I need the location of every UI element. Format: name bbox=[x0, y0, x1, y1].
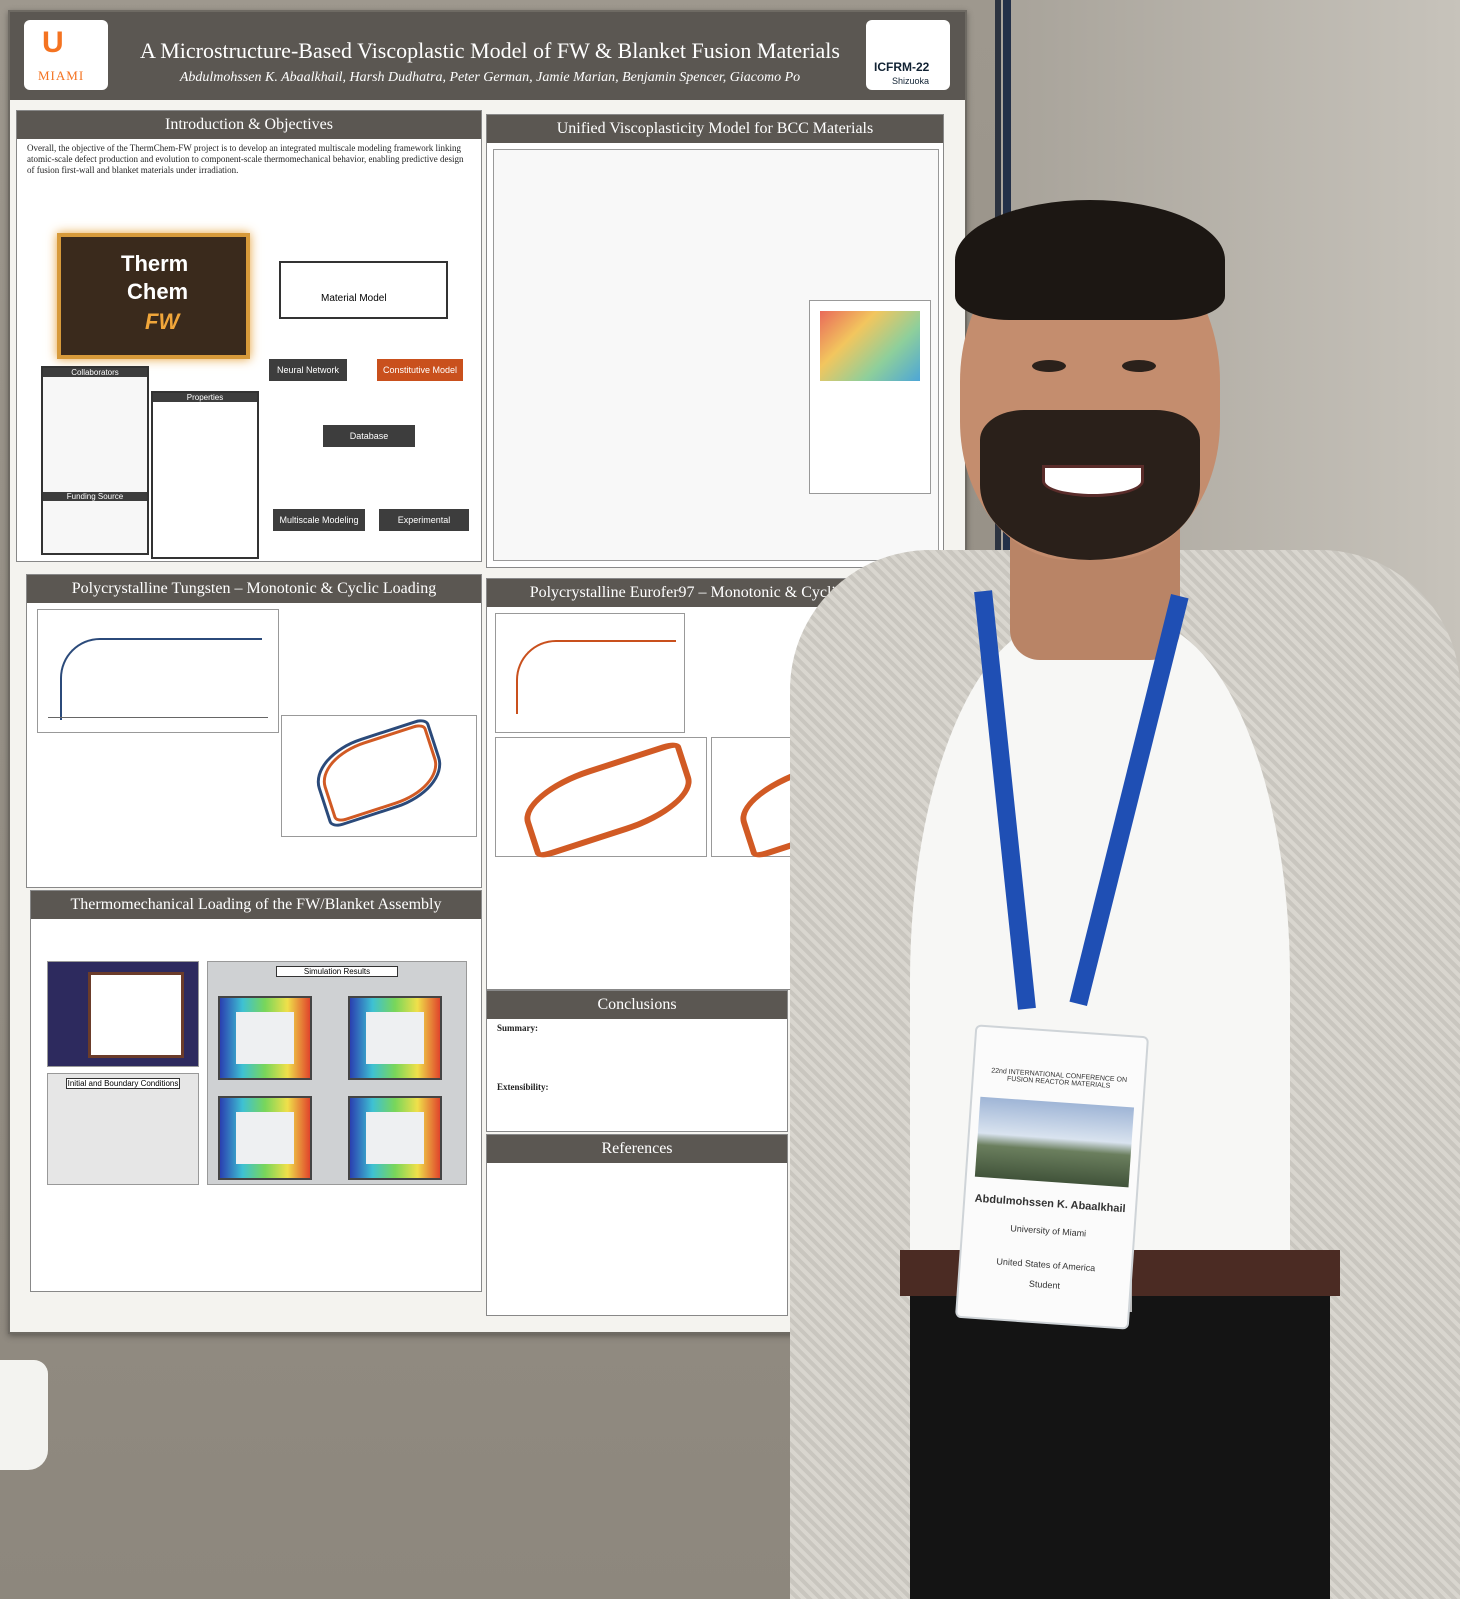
poster-authors: Abdulmohssen K. Abaalkhail, Harsh Dudhat… bbox=[179, 70, 801, 85]
unified-plot-heatmap bbox=[820, 311, 920, 381]
tungsten-monotonic-chart bbox=[37, 609, 279, 733]
boundary-conditions-label: Initial and Boundary Conditions bbox=[66, 1078, 180, 1089]
collaborators-panel: Collaborators Funding Source bbox=[41, 366, 149, 555]
hair bbox=[955, 200, 1225, 320]
badge-affiliation: University of Miami bbox=[1009, 1223, 1087, 1239]
displacement-heatmap bbox=[348, 996, 442, 1080]
funding-source-label: Funding Source bbox=[43, 492, 147, 501]
miami-logo: U MIAMI bbox=[24, 20, 108, 90]
badge-mountain-photo bbox=[974, 1096, 1135, 1188]
thermchem-logo-line3: FW bbox=[145, 309, 180, 334]
eurofer-cyclic-chart-1 bbox=[495, 737, 707, 861]
thermchem-logo-line2: Chem bbox=[127, 279, 189, 304]
section-unified-model-heading: Unified Viscoplasticity Model for BCC Ma… bbox=[487, 115, 943, 143]
properties-label: Properties bbox=[153, 393, 257, 402]
badge-name: Abdulmohssen K. Abaalkhail bbox=[974, 1192, 1126, 1216]
black-trousers bbox=[910, 1280, 1330, 1599]
properties-panel: Properties bbox=[151, 391, 259, 559]
intro-text: Overall, the objective of the ThermChem-… bbox=[27, 143, 464, 175]
badge-country: United States of America bbox=[996, 1256, 1096, 1274]
section-tungsten-heading: Polycrystalline Tungsten – Monotonic & C… bbox=[27, 575, 481, 603]
moose-material-model-box: Material Model bbox=[279, 261, 448, 319]
thermchem-logo-line1: Therm bbox=[121, 251, 189, 276]
badge-role: Student bbox=[1028, 1278, 1061, 1291]
tungsten-curve bbox=[60, 638, 262, 720]
conclusions-summary-label: Summary: bbox=[497, 1023, 538, 1033]
poster-title: A Microstructure-Based Viscoplastic Mode… bbox=[140, 38, 840, 63]
flow-box-neural-network: Neural Network bbox=[269, 359, 347, 381]
tungsten-axis bbox=[48, 717, 268, 718]
section-introduction: Introduction & Objectives Overall, the o… bbox=[16, 110, 482, 562]
smile bbox=[1042, 465, 1144, 497]
section-conclusions-heading: Conclusions bbox=[487, 991, 787, 1019]
section-thermomechanical-heading: Thermomechanical Loading of the FW/Blank… bbox=[31, 891, 481, 919]
poster-header: U MIAMI A Microstructure-Based Viscoplas… bbox=[10, 12, 965, 100]
section-unified-model: Unified Viscoplasticity Model for BCC Ma… bbox=[486, 114, 944, 568]
section-references: References bbox=[486, 1134, 788, 1316]
conclusions-extensibility-label: Extensibility: bbox=[497, 1082, 549, 1092]
tungsten-loop-blue bbox=[307, 716, 451, 830]
icfrm-logo-text: ICFRM-22 bbox=[874, 60, 930, 74]
simulation-results-panel: Simulation Results bbox=[207, 961, 467, 1185]
left-eye bbox=[1032, 360, 1066, 372]
name-badge: 22nd INTERNATIONAL CONFERENCE ON FUSION … bbox=[954, 1024, 1150, 1330]
flow-box-experimental: Experimental bbox=[379, 509, 469, 531]
paper-cup bbox=[0, 1360, 48, 1470]
temperature-heatmap bbox=[218, 996, 312, 1080]
thermchem-logo: Therm Chem FW bbox=[57, 233, 250, 359]
fw-blanket-inner bbox=[88, 972, 184, 1058]
icfrm-logo-sub: Shizuoka bbox=[892, 76, 930, 86]
section-thermomechanical: Thermomechanical Loading of the FW/Blank… bbox=[30, 890, 482, 1292]
section-introduction-heading: Introduction & Objectives bbox=[17, 111, 481, 139]
plastic-strain-heatmap bbox=[348, 1096, 442, 1180]
icfrm-logo: ICFRM-22 Shizuoka bbox=[866, 20, 950, 90]
unified-model-plot bbox=[809, 300, 931, 494]
badge-conference: 22nd INTERNATIONAL CONFERENCE ON FUSION … bbox=[990, 1067, 1128, 1090]
boundary-conditions-panel: Initial and Boundary Conditions bbox=[47, 1073, 199, 1185]
miami-logo-mark: U bbox=[42, 26, 64, 59]
fw-blanket-geometry bbox=[47, 961, 199, 1067]
section-tungsten: Polycrystalline Tungsten – Monotonic & C… bbox=[26, 574, 482, 888]
moose-material-model-label: Material Model bbox=[321, 293, 387, 304]
miami-logo-text: MIAMI bbox=[38, 68, 85, 83]
right-eye bbox=[1122, 360, 1156, 372]
section-conclusions: Conclusions Summary: Extensibility: bbox=[486, 990, 788, 1132]
eurofer-curve bbox=[516, 640, 676, 714]
eurofer-monotonic-chart bbox=[495, 613, 685, 733]
flow-box-multiscale-modeling: Multiscale Modeling bbox=[273, 509, 365, 531]
section-references-heading: References bbox=[487, 1135, 787, 1163]
flow-box-constitutive-model: Constitutive Model bbox=[377, 359, 463, 381]
flow-box-database: Database bbox=[323, 425, 415, 447]
tungsten-cyclic-chart bbox=[281, 715, 477, 837]
von-mises-heatmap bbox=[218, 1096, 312, 1180]
simulation-results-label: Simulation Results bbox=[276, 966, 398, 977]
eurofer-loop-1 bbox=[515, 739, 701, 861]
person: 22nd INTERNATIONAL CONFERENCE ON FUSION … bbox=[760, 190, 1460, 1599]
collaborators-label: Collaborators bbox=[43, 368, 147, 377]
